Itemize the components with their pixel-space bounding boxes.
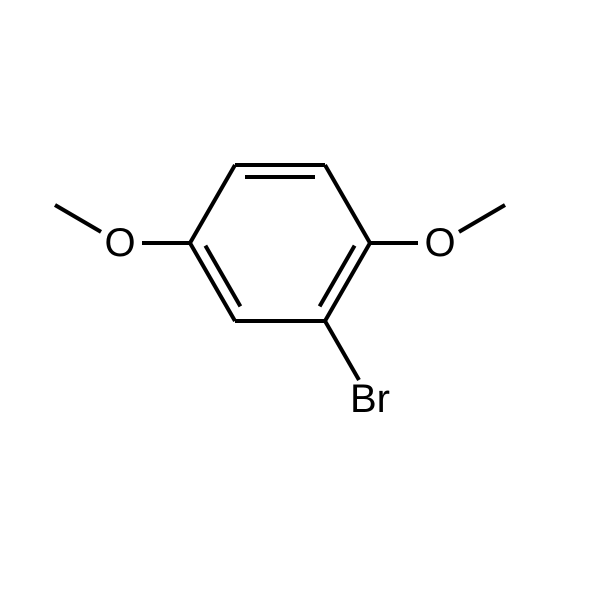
bond	[190, 165, 235, 243]
atom-label-o: O	[104, 221, 135, 265]
bond	[325, 165, 370, 243]
bond	[325, 321, 359, 380]
bond	[459, 205, 505, 232]
atom-label-o: O	[424, 221, 455, 265]
bond	[55, 205, 101, 232]
molecule-structure: O O Br	[0, 0, 600, 600]
atom-label-br: Br	[350, 377, 390, 421]
